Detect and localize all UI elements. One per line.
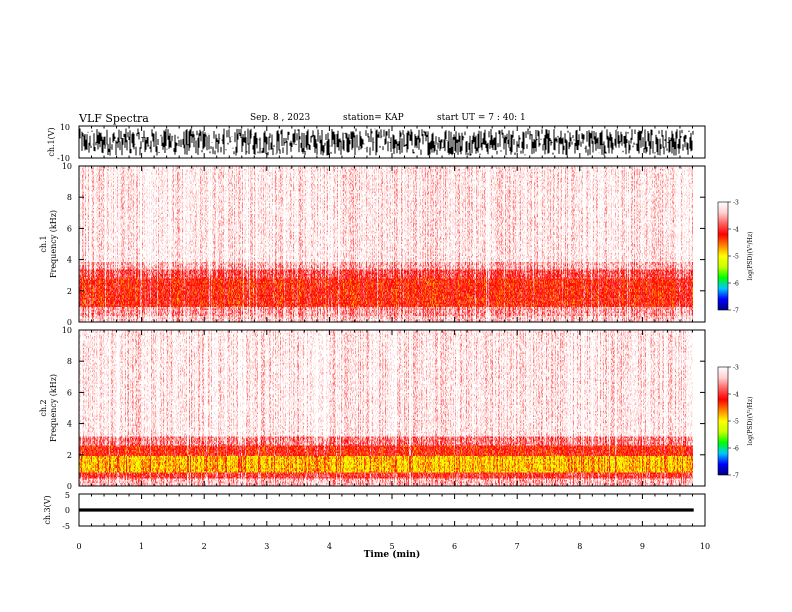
spectrogram-cell <box>188 168 189 170</box>
spectrogram-cell <box>175 168 176 170</box>
spectrogram-cell <box>108 168 109 170</box>
spectrogram-cell <box>97 168 98 170</box>
spectrogram-cell <box>172 168 173 170</box>
spectrogram-cell <box>149 168 152 170</box>
spectrogram-cell <box>136 168 137 170</box>
spectrogram-cell <box>155 168 156 170</box>
spectrogram-cell <box>83 168 84 170</box>
spectrogram-cell <box>93 168 94 170</box>
spectrogram-cell <box>101 168 102 170</box>
spectrogram-cell <box>152 168 153 170</box>
spectrogram-cell <box>167 168 168 170</box>
spectrogram-cell <box>133 168 134 170</box>
spectrogram-cell <box>111 168 112 170</box>
spectrogram-cell <box>162 168 163 170</box>
spectrogram-cell <box>143 168 144 170</box>
spectrogram-cell <box>125 168 126 170</box>
spectrogram-cell <box>120 168 121 170</box>
spectrogram-cell <box>139 168 140 170</box>
spectrogram-cell <box>113 168 114 170</box>
spectrogram-cell <box>181 168 182 170</box>
spectrogram-cell <box>100 168 101 170</box>
spectrogram-cell <box>157 168 158 170</box>
spectrogram-cell <box>96 168 97 170</box>
spectrogram-cell <box>98 168 99 170</box>
spectrogram-cell <box>80 168 81 170</box>
spectrogram-cell <box>114 168 115 170</box>
spectrogram-cell <box>107 168 108 170</box>
spectrogram-cell <box>112 168 113 170</box>
spectrogram-cell <box>127 168 128 170</box>
ch1-ytick-top: 10 <box>60 123 70 132</box>
spectrogram-cell <box>176 168 177 170</box>
spectrogram-cell <box>170 168 171 170</box>
spectrogram-cell <box>171 168 172 170</box>
spectrogram-cell <box>173 168 174 170</box>
ch1-spectrogram-panel: ch.1 Frequency (kHz) 0246810 <box>39 162 705 327</box>
spectrogram-cell <box>137 168 138 170</box>
spectrogram-cell <box>158 168 159 170</box>
spectrogram-cell <box>89 168 90 170</box>
spectrogram-cell <box>177 168 178 170</box>
ch1-waveform-panel: ch.1(V) 10 -10 <box>47 123 705 163</box>
spectrogram-cell <box>119 168 120 170</box>
spectrogram-cell <box>85 168 86 170</box>
spectrogram-cell <box>105 168 106 170</box>
spectrogram-cell <box>130 168 131 170</box>
spectrogram-cell <box>102 168 103 170</box>
spectrogram-cell <box>88 168 89 170</box>
spectrogram-cell <box>169 168 170 170</box>
spectrogram-cell <box>189 168 190 170</box>
spectrogram-cell <box>142 168 143 170</box>
spectra-figure: ch.1(V) 10 -10 ch.1 Frequency (kHz) 0246… <box>0 0 792 612</box>
spectrogram-cell <box>124 168 125 170</box>
spectrogram-cell <box>86 168 88 170</box>
spectrogram-cell <box>122 168 123 170</box>
spectrogram-cell <box>84 168 85 170</box>
spectrogram-cell <box>144 168 145 170</box>
spectrogram-cell <box>163 168 164 170</box>
spectrogram-cell <box>132 168 133 170</box>
spectrogram-cell <box>165 168 166 170</box>
spectrogram-cell <box>99 168 100 170</box>
ch1-waveform-ylabel: ch.1(V) <box>47 127 56 156</box>
spectrogram-cell <box>92 168 93 170</box>
spectrogram-cell <box>174 168 175 170</box>
spectrogram-cell <box>117 168 118 170</box>
spectrogram-cell <box>134 168 136 170</box>
spectrogram-cell <box>110 168 111 170</box>
spectrogram-cell <box>106 168 107 170</box>
spectrogram-cell <box>184 168 185 170</box>
spectrogram-cell <box>82 168 83 170</box>
spectrogram-cell <box>156 168 157 170</box>
spectrogram-cell <box>123 168 124 170</box>
spectrogram-cell <box>159 168 161 170</box>
